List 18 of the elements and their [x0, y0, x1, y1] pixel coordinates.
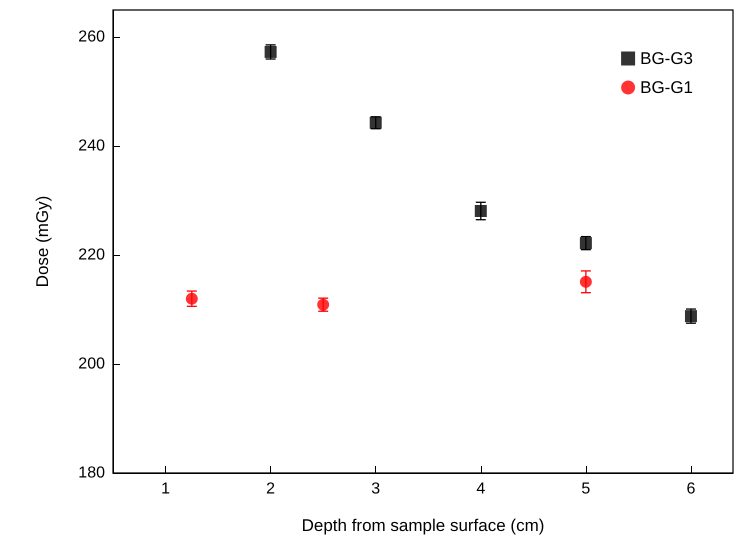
y-tick-label: 240 — [78, 138, 106, 155]
y-tick-label: 180 — [78, 464, 106, 482]
point — [186, 292, 198, 305]
x-tick-label: 4 — [476, 480, 486, 498]
x-tick-label: 1 — [161, 480, 170, 498]
x-tick-label: 5 — [581, 480, 590, 498]
x-tick-label: 3 — [371, 480, 380, 498]
y-axis-title: Dose (mGy) — [33, 196, 52, 288]
y-tick-label: 260 — [78, 28, 106, 46]
x-tick-label: 6 — [686, 480, 696, 498]
legend-label: BG-G3 — [640, 49, 694, 68]
x-tick-label: 2 — [266, 480, 276, 498]
y-tick-label: 220 — [78, 246, 106, 264]
y-tick-label: 200 — [78, 356, 106, 373]
point — [474, 204, 487, 217]
point — [580, 276, 592, 288]
legend-label: BG-G1 — [640, 78, 694, 97]
x-axis-title: Depth from sample surface (cm) — [302, 516, 544, 535]
